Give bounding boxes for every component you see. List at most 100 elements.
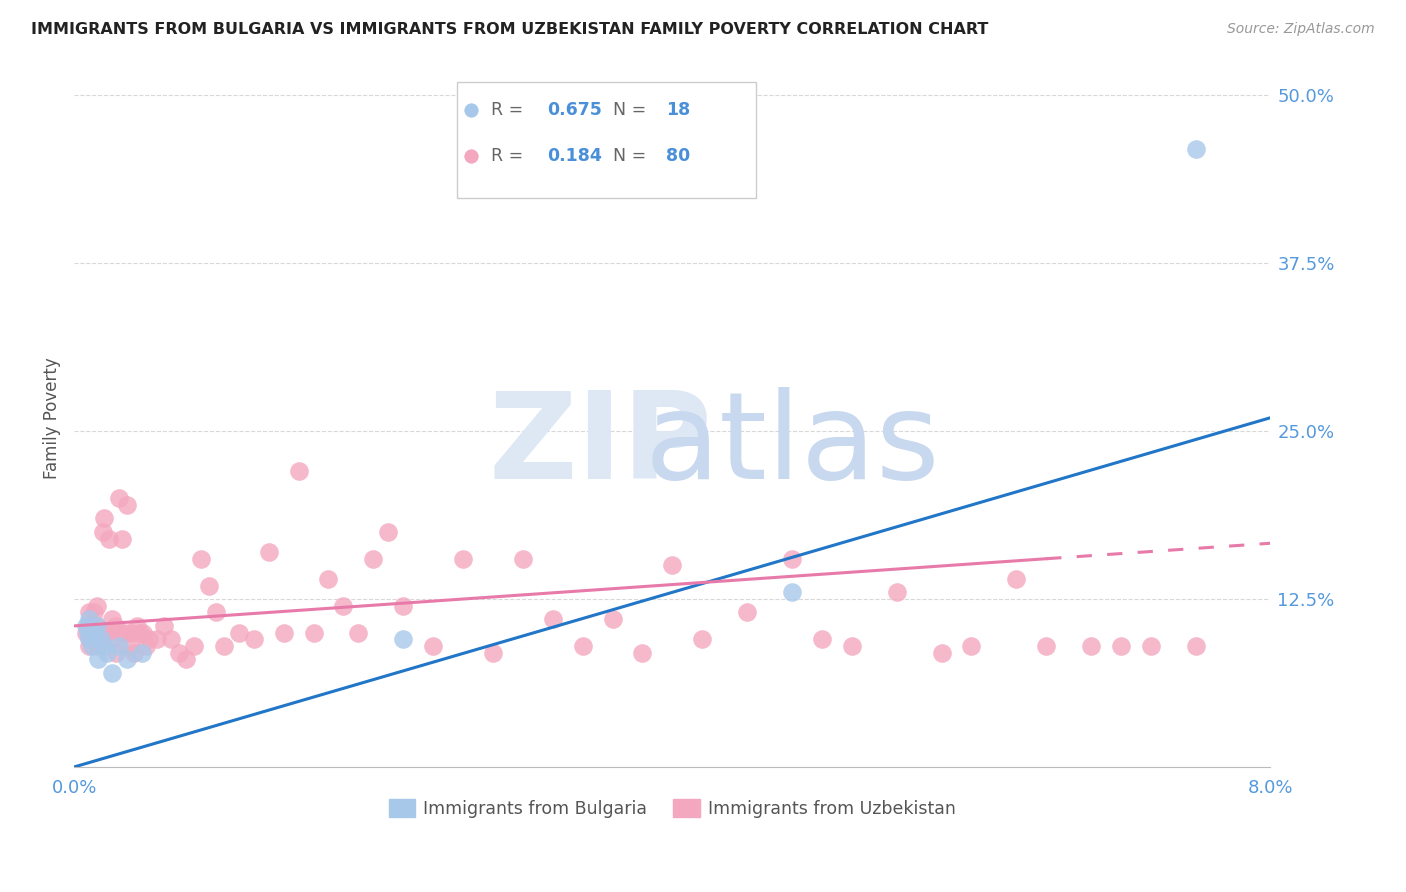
Point xyxy=(100,612,122,626)
Text: ZIP: ZIP xyxy=(489,387,713,504)
Point xyxy=(198,578,221,592)
Point xyxy=(602,612,624,626)
Point xyxy=(631,646,654,660)
Point xyxy=(90,632,112,647)
Text: 18: 18 xyxy=(666,102,690,120)
Point xyxy=(541,612,564,626)
Text: 0.675: 0.675 xyxy=(547,102,602,120)
Point xyxy=(77,606,100,620)
Point xyxy=(571,639,593,653)
FancyBboxPatch shape xyxy=(457,82,756,198)
Text: R =: R = xyxy=(491,147,529,165)
Point xyxy=(1140,639,1163,653)
Point xyxy=(273,625,295,640)
Point xyxy=(841,639,863,653)
Point xyxy=(108,491,131,506)
Point xyxy=(108,639,131,653)
Point xyxy=(89,625,111,640)
Point xyxy=(242,632,264,647)
Point xyxy=(257,545,280,559)
Text: 80: 80 xyxy=(666,147,690,165)
Point xyxy=(86,599,108,613)
Point xyxy=(111,532,134,546)
Point xyxy=(661,558,683,573)
Point xyxy=(212,639,235,653)
Point xyxy=(735,606,758,620)
Point xyxy=(100,665,122,680)
Point xyxy=(205,606,228,620)
Point xyxy=(138,632,160,647)
Point xyxy=(87,639,110,653)
Point xyxy=(332,599,354,613)
Point xyxy=(1109,639,1132,653)
Point xyxy=(93,511,115,525)
Point xyxy=(97,532,120,546)
Point xyxy=(392,599,415,613)
Point xyxy=(131,646,153,660)
Point xyxy=(103,632,125,647)
Point xyxy=(105,646,128,660)
Point xyxy=(886,585,908,599)
Point xyxy=(83,606,105,620)
Point xyxy=(75,619,97,633)
Point xyxy=(931,646,953,660)
Point xyxy=(512,551,534,566)
Text: atlas: atlas xyxy=(644,387,939,504)
Point xyxy=(83,625,105,640)
Point xyxy=(183,639,205,653)
Point xyxy=(1035,639,1057,653)
Point xyxy=(690,632,713,647)
Point xyxy=(190,551,212,566)
Point xyxy=(86,619,108,633)
Point xyxy=(96,646,118,660)
Point xyxy=(780,585,803,599)
Point xyxy=(135,639,157,653)
Point xyxy=(1080,639,1102,653)
Point xyxy=(87,652,110,666)
Point xyxy=(77,639,100,653)
Text: N =: N = xyxy=(613,102,651,120)
Point xyxy=(127,619,149,633)
Point xyxy=(93,639,115,653)
Point xyxy=(90,632,112,647)
Point xyxy=(77,612,100,626)
Point xyxy=(482,646,505,660)
Point xyxy=(347,625,370,640)
Point xyxy=(86,619,108,633)
Point xyxy=(1005,572,1028,586)
Point xyxy=(811,632,834,647)
Point xyxy=(422,639,444,653)
Point xyxy=(84,632,107,647)
Text: Source: ZipAtlas.com: Source: ZipAtlas.com xyxy=(1227,22,1375,37)
Point xyxy=(82,639,104,653)
Point xyxy=(145,632,167,647)
Point xyxy=(80,632,103,647)
Point xyxy=(118,639,141,653)
Point xyxy=(153,619,176,633)
Point xyxy=(377,524,399,539)
Point xyxy=(82,625,104,640)
Point xyxy=(96,625,118,640)
Point xyxy=(122,646,145,660)
Point xyxy=(363,551,385,566)
Point xyxy=(94,625,117,640)
Point xyxy=(115,498,138,512)
Point xyxy=(104,619,127,633)
Text: 0.184: 0.184 xyxy=(547,147,602,165)
Point xyxy=(780,551,803,566)
Point xyxy=(91,524,114,539)
Point xyxy=(167,646,190,660)
Point xyxy=(110,625,132,640)
Text: R =: R = xyxy=(491,102,529,120)
Point xyxy=(302,625,325,640)
Point xyxy=(228,625,250,640)
Point xyxy=(960,639,983,653)
Point xyxy=(75,625,97,640)
Point xyxy=(451,551,474,566)
Point xyxy=(76,619,98,633)
Point xyxy=(1184,142,1206,156)
Point xyxy=(114,625,136,640)
Legend: Immigrants from Bulgaria, Immigrants from Uzbekistan: Immigrants from Bulgaria, Immigrants fro… xyxy=(382,792,963,824)
Point xyxy=(287,465,309,479)
Text: N =: N = xyxy=(613,147,651,165)
